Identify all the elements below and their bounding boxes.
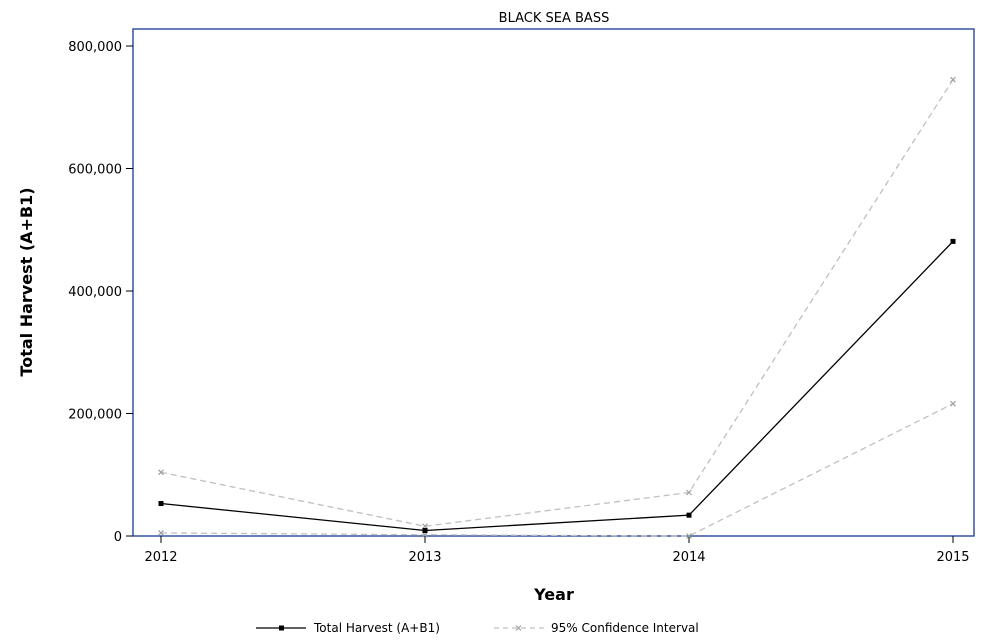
x-axis: 2012 2013 2014 2015 [144, 536, 970, 565]
confidence-interval-point [686, 533, 692, 539]
total-harvest-point [950, 238, 956, 244]
y-axis-title: Total Harvest (A+B1) [17, 187, 36, 376]
x-tick-label: 2014 [672, 550, 705, 565]
confidence-interval-point [950, 76, 956, 83]
legend: Total Harvest (A+B1) 95% Confidence Inte… [256, 621, 699, 635]
y-axis: 0 200,000 400,000 600,000 800,000 [68, 40, 133, 545]
legend-marker-total-harvest [279, 625, 284, 631]
y-tick-label: 0 [114, 530, 122, 545]
total-harvest-point [422, 527, 428, 533]
y-tick-label: 800,000 [68, 40, 122, 55]
confidence-interval-point [422, 523, 428, 530]
confidence-interval-line-2 [160, 403, 954, 537]
y-tick-label: 600,000 [68, 163, 122, 178]
confidence-interval-point [422, 531, 428, 538]
series-layer [158, 76, 956, 539]
legend-label-total-harvest: Total Harvest (A+B1) [313, 621, 440, 635]
total-harvest-point [686, 512, 692, 518]
total-harvest-point [158, 501, 164, 507]
x-tick-label: 2015 [936, 550, 969, 565]
confidence-interval-point [686, 489, 692, 496]
x-tick-label: 2013 [408, 550, 441, 565]
confidence-interval-line-1 [160, 79, 954, 527]
chart-title: BLACK SEA BASS [499, 11, 610, 26]
total-harvest-line [160, 240, 954, 532]
plot-area-frame [132, 28, 975, 537]
confidence-interval-point [950, 400, 956, 407]
confidence-interval-point [158, 530, 164, 536]
legend-label-confidence-interval: 95% Confidence Interval [551, 621, 699, 635]
legend-marker-confidence-interval [515, 625, 522, 631]
x-tick-label: 2012 [144, 550, 177, 565]
confidence-interval-point [158, 469, 164, 476]
y-tick-label: 400,000 [68, 285, 122, 300]
y-tick-label: 200,000 [68, 408, 122, 423]
x-axis-title: Year [533, 585, 574, 604]
